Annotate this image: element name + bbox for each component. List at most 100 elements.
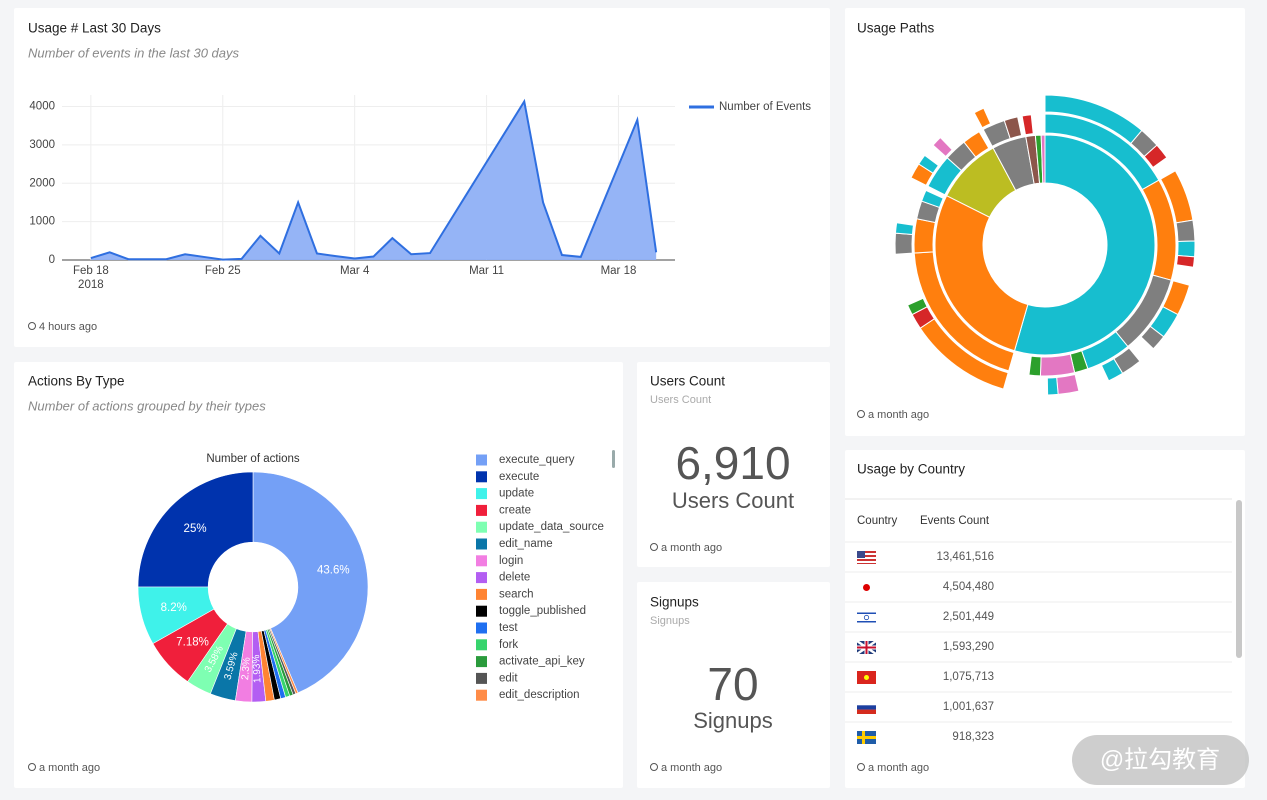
sunburst-segment bbox=[1040, 134, 1046, 184]
card-usage bbox=[14, 8, 830, 347]
legend-swatch bbox=[476, 471, 487, 483]
legend-swatch bbox=[476, 521, 487, 533]
updated: a month ago bbox=[868, 762, 929, 774]
legend-label: edit_name bbox=[499, 538, 553, 550]
legend-swatch bbox=[476, 622, 487, 634]
legend-swatch bbox=[476, 454, 487, 466]
clock-icon bbox=[28, 322, 36, 330]
x-tick-label: Mar 18 bbox=[601, 265, 637, 277]
legend-swatch bbox=[476, 555, 487, 567]
watermark: @拉勾教育 bbox=[1100, 746, 1220, 773]
legend-scrollbar bbox=[612, 450, 615, 468]
chart-title: Number of actions bbox=[206, 453, 300, 465]
column-header: Country bbox=[857, 515, 898, 527]
legend-swatch bbox=[476, 656, 487, 668]
sunburst-segment bbox=[1028, 355, 1042, 377]
cell: 2,501,449 bbox=[943, 611, 994, 623]
pie-slice bbox=[187, 623, 237, 695]
legend-label: search bbox=[499, 588, 534, 600]
value-label: 25% bbox=[184, 523, 207, 535]
sunburst-segment bbox=[920, 189, 944, 209]
pie-slice bbox=[251, 631, 267, 703]
pie-slice bbox=[252, 471, 369, 694]
legend-label: update_data_source bbox=[499, 521, 604, 533]
pie-slice bbox=[137, 471, 254, 588]
card-subtitle: Number of events in the last 30 days bbox=[28, 45, 240, 60]
legend-label: login bbox=[499, 555, 523, 567]
card-title: Usage by Country bbox=[857, 462, 965, 477]
sunburst-segment bbox=[1056, 373, 1080, 395]
pie-slice bbox=[269, 627, 299, 695]
sunburst-segment bbox=[918, 154, 940, 174]
flag-us bbox=[857, 551, 876, 564]
area bbox=[90, 101, 657, 260]
flag-ru bbox=[857, 701, 876, 714]
pie-slice bbox=[137, 586, 215, 645]
cell: 1,075,713 bbox=[943, 671, 994, 683]
x-tick-label: Mar 4 bbox=[340, 265, 370, 277]
line bbox=[90, 98, 658, 261]
card-title: Usage # Last 30 Days bbox=[28, 21, 161, 36]
legend-label: create bbox=[499, 504, 531, 516]
counter-value: 70 bbox=[707, 658, 758, 710]
counter-value: 6,910 bbox=[675, 437, 790, 489]
flags bbox=[856, 551, 877, 744]
sunburst-segment bbox=[932, 136, 953, 158]
pie-slice bbox=[152, 608, 228, 683]
sunburst-segment bbox=[1100, 358, 1124, 382]
sunburst-segment bbox=[1177, 240, 1196, 258]
cell: 1,001,637 bbox=[943, 701, 994, 713]
legend-swatch bbox=[476, 672, 487, 684]
updated: a month ago bbox=[868, 409, 929, 421]
card-subtitle: Users Count bbox=[650, 394, 711, 406]
updated: a month ago bbox=[39, 762, 100, 774]
value-label: 43.6% bbox=[317, 565, 350, 577]
legend-label: delete bbox=[499, 572, 530, 584]
sunburst-segment bbox=[973, 107, 992, 129]
value-label: 1.93% bbox=[251, 654, 263, 683]
legend-swatch bbox=[476, 572, 487, 584]
legend-label: test bbox=[499, 622, 518, 634]
legend-label: Number of Events bbox=[719, 101, 811, 113]
clock-icon bbox=[650, 763, 658, 771]
watermark-bg bbox=[1072, 735, 1249, 785]
cell: 1,593,290 bbox=[943, 641, 994, 653]
sunburst-segment bbox=[963, 131, 990, 158]
x-tick-label: Mar 11 bbox=[469, 265, 504, 277]
sunburst-segment bbox=[906, 297, 928, 316]
y-tick-label: 3000 bbox=[29, 139, 55, 151]
legend-label: execute bbox=[499, 471, 539, 483]
sunburst-segment bbox=[1021, 114, 1034, 136]
clock-icon bbox=[28, 763, 36, 771]
legend-label: activate_api_key bbox=[499, 656, 585, 668]
x-tick-label: 2018 bbox=[78, 279, 104, 291]
clock-icon bbox=[650, 543, 658, 551]
card-subtitle: Signups bbox=[650, 615, 690, 627]
cell: 13,461,516 bbox=[936, 551, 994, 563]
y-tick-label: 4000 bbox=[29, 101, 55, 113]
legend-label: edit_description bbox=[499, 689, 580, 701]
card-title: Usage Paths bbox=[857, 21, 935, 36]
legend-swatch bbox=[476, 504, 487, 516]
sunburst-segment bbox=[1175, 254, 1196, 268]
legend-label: update bbox=[499, 488, 534, 500]
value-label: 2.3% bbox=[240, 657, 253, 681]
value-label: 7.18% bbox=[176, 636, 209, 648]
y-tick-label: 1000 bbox=[29, 216, 55, 228]
sunburst-segment bbox=[1013, 134, 1156, 356]
card-users bbox=[637, 362, 830, 567]
updated: a month ago bbox=[661, 542, 722, 554]
legend-swatch bbox=[476, 689, 487, 701]
sunburst-segment bbox=[913, 218, 936, 254]
sunburst-segment bbox=[1140, 325, 1165, 350]
card-subtitle: Number of actions grouped by their types bbox=[28, 398, 266, 413]
y-tick-label: 2000 bbox=[29, 177, 55, 189]
flag-il bbox=[857, 611, 876, 624]
updated: a month ago bbox=[661, 762, 722, 774]
flag-gb bbox=[856, 639, 877, 656]
x-tick-label: Feb 18 bbox=[73, 265, 109, 277]
legend-swatch bbox=[476, 605, 487, 617]
sunburst-segment bbox=[894, 232, 913, 255]
legend-label: execute_query bbox=[499, 454, 575, 466]
